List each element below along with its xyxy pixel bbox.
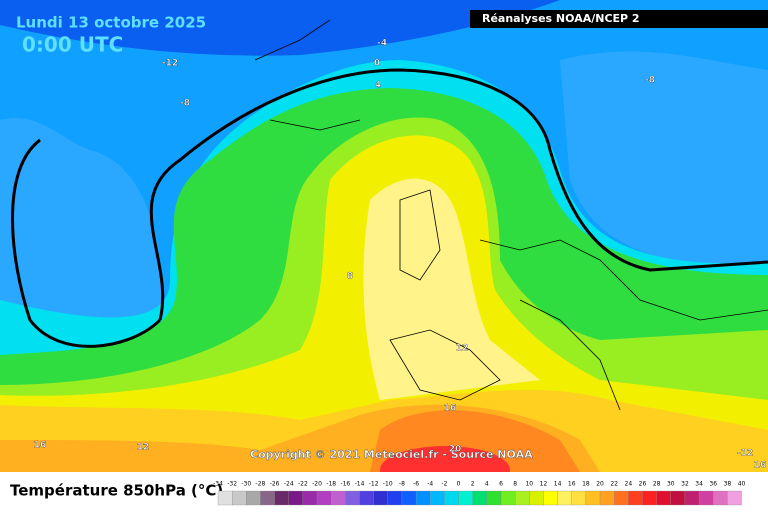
contour-label: -8 [180,99,190,109]
colorbar-cell [401,490,417,506]
colorbar-cell [500,490,516,506]
contour-label: 16 [444,404,457,414]
colorbar-tick: 28 [653,481,661,488]
colorbar-cell [543,490,558,506]
colorbar-cell [415,490,431,506]
contour-label: 8 [347,272,353,282]
colorbar-cell [302,490,318,506]
colorbar-cell [557,490,572,506]
colorbar-cell [684,490,700,506]
colorbar-cell [458,490,473,506]
colorbar-cell [713,490,728,506]
date-title: Lundi 13 octobre 2025 [16,14,206,32]
colorbar-cell [585,490,601,506]
colorbar-tick: -24 [284,481,294,488]
colorbar-cell [642,490,657,506]
contour-label: -12 [737,449,753,459]
colorbar-cell [246,490,261,506]
colorbar-cell [373,490,388,506]
colorbar-tick: 22 [610,481,618,488]
colorbar-tick: 8 [513,481,517,488]
colorbar-tick: -30 [241,481,251,488]
colorbar-tick: 40 [738,481,746,488]
colorbar-cell [599,490,615,506]
colorbar-cell [288,490,304,506]
colorbar-cell [430,490,445,506]
colorbar-tick: 30 [667,481,675,488]
colorbar-cell [217,490,233,506]
colorbar-cell [670,490,686,506]
source-box [470,10,768,28]
colorbar-tick: -6 [413,481,419,488]
contour-label: 16 [34,441,47,451]
colorbar-tick: -26 [270,481,280,488]
colorbar-tick: 12 [540,481,548,488]
colorbar-tick: 4 [485,481,489,488]
colorbar-cell [529,490,544,506]
colorbar-tick: 32 [681,481,689,488]
colorbar-tick: -28 [256,481,266,488]
colorbar-tick: -20 [312,481,322,488]
contour-label: -4 [377,39,387,49]
contour-label: 12 [137,443,150,453]
colorbar-cell [698,490,714,506]
colorbar-tick: 20 [596,481,604,488]
colorbar-cell [231,490,247,506]
colorbar-tick: -32 [227,481,237,488]
time: 0:00 UTC [22,33,123,57]
colorbar-cell [444,490,459,506]
colorbar-tick: 38 [724,481,732,488]
contour-label: 16 [754,461,767,471]
contour-label: -12 [162,59,178,69]
colorbar-tick: 26 [639,481,647,488]
colorbar-cell [656,490,671,506]
colorbar-cell [274,490,289,506]
colorbar-cell [486,490,502,506]
colorbar-tick: -12 [369,481,379,488]
colorbar-tick: -8 [399,481,405,488]
colorbar-tick: -14 [355,481,365,488]
colorbar-tick: 0 [457,481,461,488]
colorbar-tick: 2 [471,481,475,488]
map-field [0,0,768,494]
copyright: Copyright © 2021 Meteociel.fr - Source N… [250,448,533,461]
source: Réanalyses NOAA/NCEP 2 [482,12,640,25]
colorbar-cell [472,490,488,506]
colorbar-tick: -4 [427,481,433,488]
colorbar-tick: 16 [568,481,576,488]
contour-label: 20 [449,445,462,455]
contour-label: 12 [456,344,469,354]
colorbar-cell [387,490,403,506]
colorbar-tick: -10 [383,481,393,488]
contour-label: 0 [374,59,380,69]
colorbar-tick: 36 [709,481,717,488]
colorbar-tick: 10 [525,481,533,488]
colorbar-cell [515,490,530,506]
colorbar-cell [316,490,332,506]
colorbar-cell [614,490,629,506]
colorbar-cell [571,490,587,506]
colorbar-tick: -18 [326,481,336,488]
contour-label: -8 [645,76,655,86]
colorbar-cell [260,490,275,506]
colorbar-cell [331,490,346,506]
colorbar-cell [359,490,374,506]
colorbar-cell [628,490,643,506]
colorbar-tick: -2 [441,481,447,488]
contour-label: 4 [375,81,381,91]
colorbar-tick: -34 [213,481,223,488]
colorbar-tick: 24 [625,481,633,488]
colorbar-tick: 34 [695,481,703,488]
colorbar: -34 -32 -30 -28 -26 -24 -22 -20 -18 -16 -14 -12 -10-… [213,481,746,506]
colorbar-tick: 6 [499,481,503,488]
colorbar-cell [727,490,742,506]
colorbar-tick: -22 [298,481,308,488]
colorbar-tick: -16 [340,481,350,488]
colorbar-tick: 18 [582,481,590,488]
colorbar-tick: 14 [554,481,562,488]
colorbar-cell [345,490,360,506]
legend-title: Température 850hPa (°C) [10,482,223,500]
